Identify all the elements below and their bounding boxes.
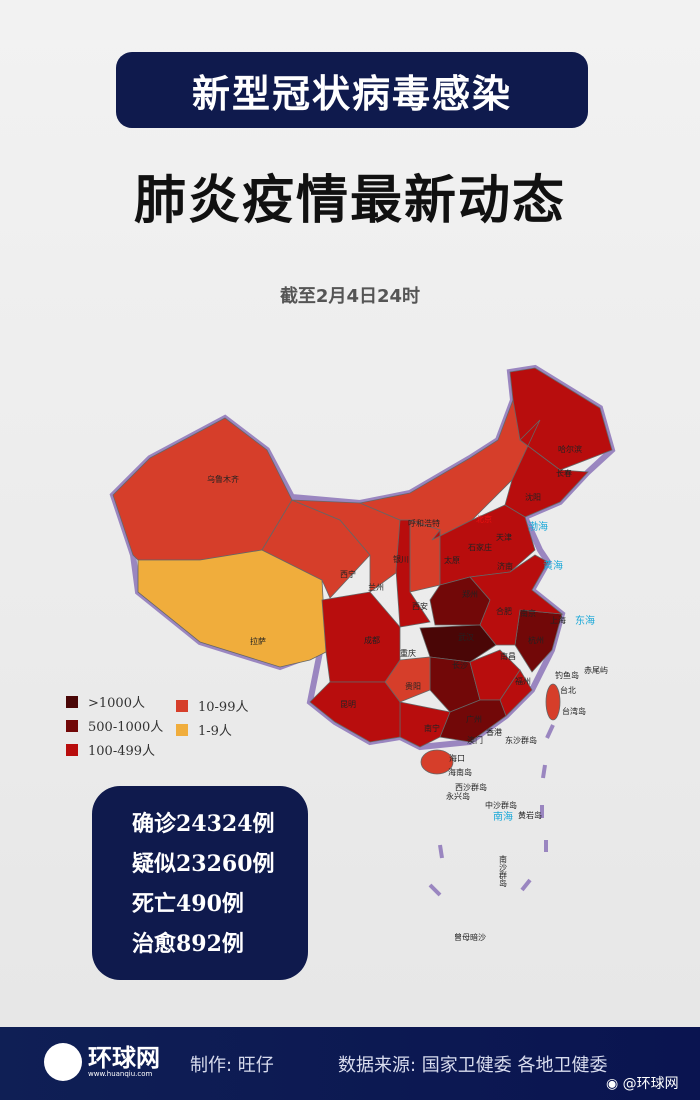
sea-huanghai: 黄海 [543, 559, 563, 572]
stats-panel: 确诊24324例 疑似23260例 死亡490例 治愈892例 [92, 786, 308, 980]
island-chiwei: 赤尾屿 [584, 666, 608, 675]
island-hainan: 海南岛 [448, 767, 472, 777]
title: 新型冠状病毒感染 [191, 71, 512, 116]
city-zhengzhou: 郑州 [462, 589, 478, 599]
legend-label: 100-499人 [88, 744, 156, 759]
city-lhasa: 拉萨 [250, 636, 266, 646]
sea-nanhai: 南海 [493, 810, 513, 823]
legend-swatch [176, 723, 188, 736]
city-shenyang: 沈阳 [525, 492, 541, 502]
city-hongkong: 香港 [486, 727, 502, 737]
eagle-logo-icon [44, 1043, 82, 1081]
city-changchun: 长春 [556, 468, 572, 478]
region-shaanxi [395, 519, 431, 628]
city-nanning: 南宁 [424, 723, 440, 733]
island-yongxing: 永兴岛 [446, 791, 470, 801]
region-hubei [419, 624, 497, 663]
region-hainan [420, 749, 454, 775]
legend-swatch [66, 695, 78, 708]
region-hebei [431, 504, 536, 586]
weibo-icon: ◉ [606, 1076, 623, 1092]
region-shanxi [409, 519, 441, 593]
city-changsha: 长沙 [452, 660, 468, 670]
island-nansha: 南沙群岛 [499, 854, 508, 888]
city-hangzhou: 杭州 [528, 635, 544, 645]
legend-label: 1-9人 [198, 724, 232, 739]
legend-label: 10-99人 [198, 700, 249, 715]
legend-item: 100-499人 [66, 740, 155, 759]
legend-item: 10-99人 [176, 696, 248, 715]
stat-suspected: 疑似23260例 [132, 851, 275, 877]
city-taipei: 台北 [560, 685, 576, 695]
legend-swatch [176, 699, 188, 712]
city-tianjin: 天津 [496, 532, 512, 542]
stat-cured: 治愈892例 [132, 931, 244, 957]
city-macau: 澳门 [467, 735, 483, 745]
city-hefei: 合肥 [496, 606, 512, 616]
footer: 环球网 www.huanqiu.com 制作: 旺仔 数据来源: 国家卫健委 各地… [0, 1027, 700, 1100]
logo-text: 环球网 [88, 1044, 160, 1072]
city-xining: 西宁 [340, 569, 356, 579]
island-diaoyu: 钓鱼岛 [555, 670, 579, 680]
data-source: 数据来源: 国家卫健委 各地卫健委 [338, 1055, 608, 1076]
legend-label: 500-1000人 [88, 720, 164, 735]
region-east [469, 554, 564, 646]
huanqiu-logo: 环球网 www.huanqiu.com [44, 1043, 160, 1081]
city-shijiazhuang: 石家庄 [468, 542, 492, 552]
city-labels: 乌鲁木齐 哈尔滨 长春 沈阳 呼和浩特 北京 天津 石家庄 太原 济南 银川 西… [207, 444, 608, 942]
city-chengdu: 成都 [364, 635, 380, 645]
region-taiwan [545, 683, 561, 721]
city-wuhan: 武汉 [458, 632, 474, 642]
city-guiyang: 贵阳 [405, 681, 421, 691]
credit: 制作: 旺仔 [190, 1055, 274, 1076]
city-lanzhou: 兰州 [368, 582, 384, 592]
island-taiwan: 台湾岛 [562, 706, 586, 716]
city-jinan: 济南 [497, 561, 513, 571]
stat-confirmed: 确诊24324例 [132, 811, 275, 837]
city-harbin: 哈尔滨 [558, 444, 582, 454]
title-banner: 新型冠状病毒感染 [116, 52, 588, 128]
island-zengmu: 曾母暗沙 [454, 932, 486, 942]
weibo-handle: ◉ @环球网 [606, 1073, 679, 1093]
city-hohhot: 呼和浩特 [408, 518, 440, 528]
legend-item: >1000人 [66, 692, 145, 711]
sea-bohai: 渤海 [528, 520, 548, 533]
sea-donghai: 东海 [575, 614, 595, 627]
island-zhongsha: 中沙群岛 [485, 800, 517, 810]
city-beijing: 北京 [476, 514, 492, 524]
region-heilongjiang [509, 367, 613, 471]
city-fuzhou: 福州 [515, 677, 531, 686]
city-nanjing: 南京 [520, 608, 536, 618]
china-map: 乌鲁木齐 哈尔滨 长春 沈阳 呼和浩特 北京 天津 石家庄 太原 济南 银川 西… [109, 364, 616, 942]
city-haikou: 海口 [449, 753, 465, 763]
city-chongqing: 重庆 [400, 648, 416, 658]
island-huangyan: 黄岩岛 [518, 810, 542, 820]
date-label: 截至2月4日24时 [279, 286, 421, 307]
nine-dash-line [428, 724, 555, 897]
stat-deaths: 死亡490例 [132, 891, 244, 917]
region-tibet [137, 549, 327, 668]
city-guangzhou: 广州 [466, 714, 482, 724]
legend-swatch [66, 743, 78, 756]
region-yunnan [309, 681, 401, 743]
subtitle: 肺炎疫情最新动态 [133, 171, 566, 231]
legend-item: 500-1000人 [66, 716, 163, 735]
city-kunming: 昆明 [340, 700, 356, 709]
city-shanghai: 上海 [550, 615, 566, 625]
legend-label: >1000人 [88, 696, 145, 711]
weibo-handle-text: @环球网 [622, 1076, 679, 1092]
region-sichuan [321, 591, 401, 683]
island-dongsha: 东沙群岛 [505, 735, 537, 745]
city-nanchang: 南昌 [500, 651, 516, 661]
island-xisha: 西沙群岛 [455, 782, 487, 792]
city-taiyuan: 太原 [444, 555, 460, 565]
legend-swatch [66, 719, 78, 732]
city-yinchuan: 银川 [393, 554, 409, 564]
logo-url: www.huanqiu.com [88, 1070, 153, 1078]
city-urumqi: 乌鲁木齐 [207, 474, 239, 484]
region-xinjiang [112, 417, 293, 561]
legend-item: 1-9人 [176, 720, 232, 739]
city-xian: 西安 [412, 601, 428, 611]
